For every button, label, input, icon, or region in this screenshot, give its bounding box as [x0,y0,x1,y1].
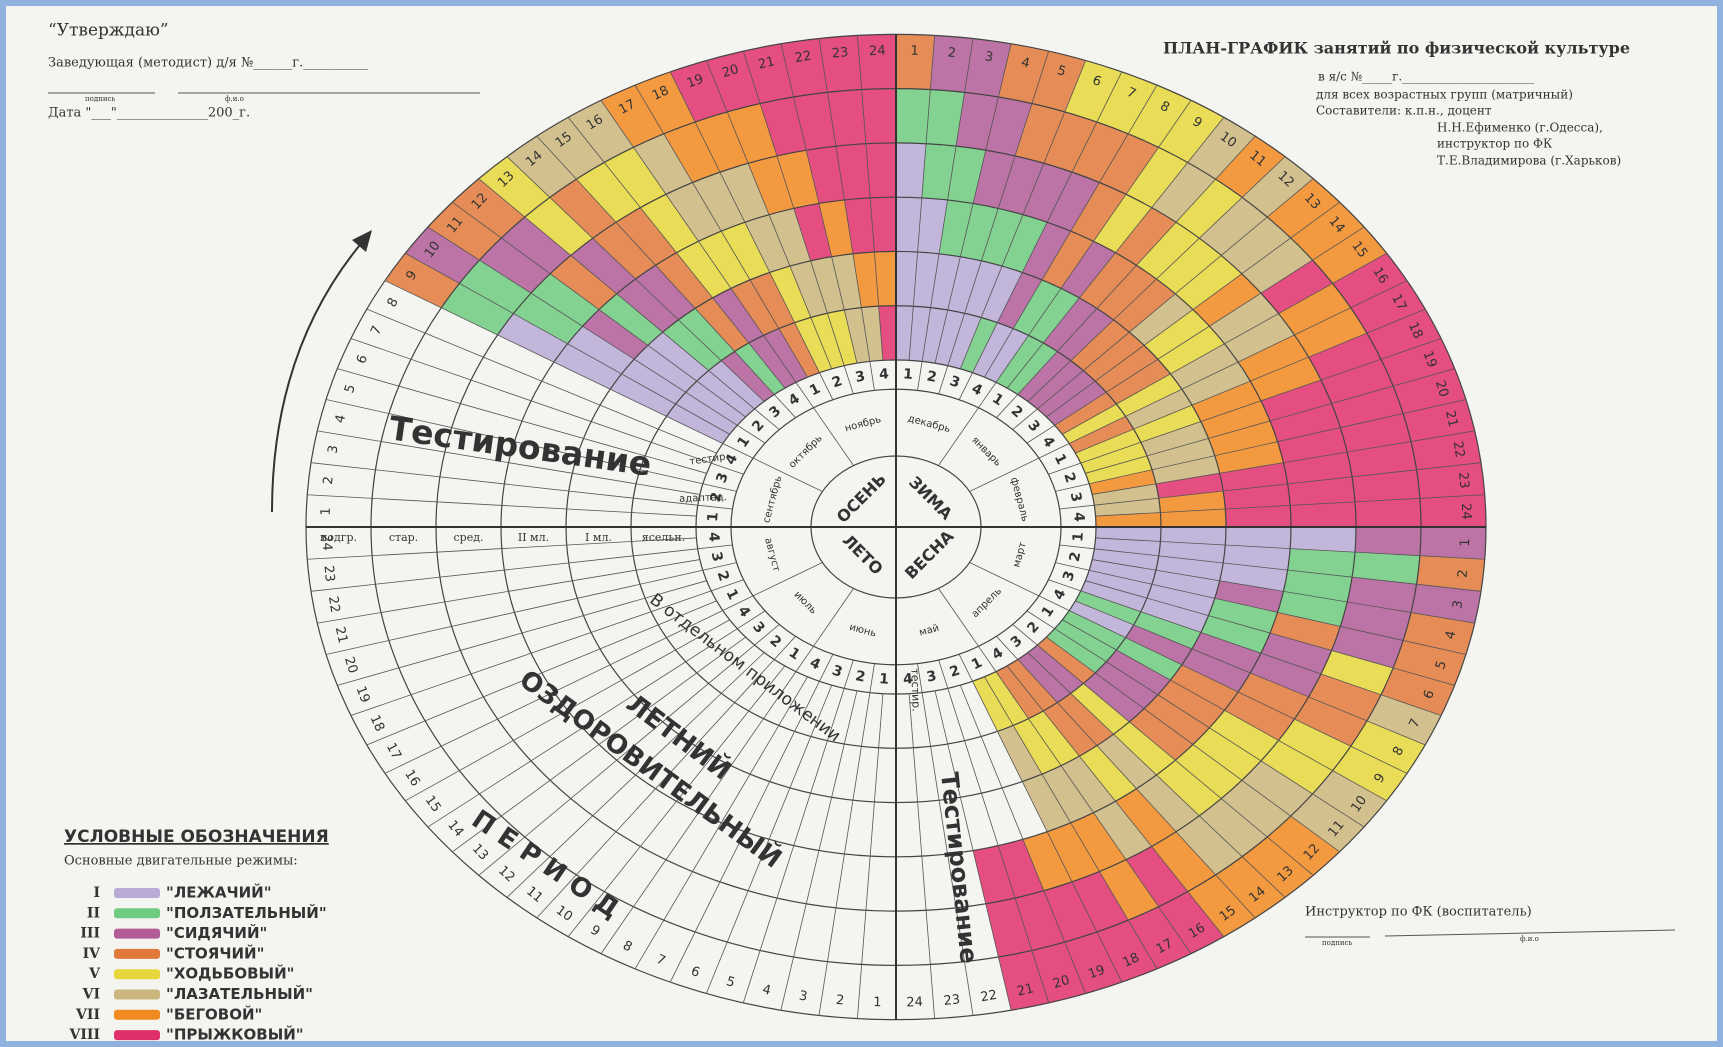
legend-subtitle: Основные двигательные режимы: [64,854,298,869]
approval-title: “Утверждаю” [48,21,169,41]
lesson-number: 22 [325,595,342,614]
lesson-number: 2 [947,45,957,61]
legend-numeral: VIII [68,1027,100,1043]
cell [1290,527,1356,552]
approval-date: Дата "___"______________200_г. [48,106,250,121]
group-label: стар. [389,531,418,544]
legend-label: "ПРЫЖКОВЫЙ" [166,1025,304,1044]
cell [896,143,926,198]
legend-label: "БЕГОВОЙ" [166,1004,262,1023]
lesson-number: 2 [321,475,337,485]
lesson-number: 1 [319,507,334,516]
cell [857,34,896,89]
legend-label: "СИДЯЧИЙ" [166,923,267,942]
lesson-number: 1 [910,44,919,59]
cell [1355,527,1421,556]
group-label: II мл. [518,531,549,544]
lesson-number: 22 [1450,440,1467,459]
cell [896,34,935,89]
week-number: 1 [705,512,722,523]
header-authors: Составители: к.п.н., доцент [1316,104,1492,118]
header-author: Н.Н.Ефименко (г.Одесса), [1437,121,1603,135]
week-number: 1 [1070,532,1087,543]
lesson-number: 1 [1458,538,1473,547]
legend-numeral: IV [83,946,102,962]
document: “Утверждаю” Заведующая (методист) д/я №_… [0,0,1723,1047]
legend-label: "ПОЛЗАТЕЛЬНЫЙ" [166,903,327,922]
footer-signature: подпись [1322,939,1352,947]
page: “Утверждаю” Заведующая (методист) д/я №_… [0,0,1723,1047]
lesson-number: 24 [906,995,923,1011]
group-label: сред. [454,531,484,544]
legend-numeral: VI [82,987,100,1003]
legend-swatch [114,888,160,898]
week-number: 4 [705,532,722,543]
testing-note: тестир. [908,668,923,712]
autumn-note: адаптац. [679,492,727,505]
cell [1290,502,1356,527]
header-subtitle: для всех возрастных групп (матричный) [1316,88,1573,102]
legend-label: "ЛАЗАТЕЛЬНЫЙ" [166,984,313,1003]
lesson-number: 23 [320,565,337,583]
wheel: ЗИМАВЕСНАЛЕТООСЕНЬдекабрьянварьфевральма… [306,34,1486,1019]
cell [1420,527,1486,559]
legend-numeral: V [88,966,101,982]
cell [896,89,930,144]
legend-numeral: II [87,905,100,921]
legend-swatch [114,908,160,918]
group-label: ясельн. [642,531,685,544]
cell [1355,498,1421,527]
legend-swatch [114,990,160,1000]
lesson-number: 24 [869,44,886,60]
header-kindergarten: в я/с №_____г.______________________ [1318,70,1534,84]
group-label: I мл. [585,531,612,544]
week-number: 4 [1070,512,1087,523]
lesson-number: 23 [831,45,849,62]
legend-label: "ЛЕЖАЧИЙ" [166,883,272,902]
lesson-number: 22 [979,988,998,1005]
week-number: 4 [879,366,890,383]
lesson-number: 24 [1458,503,1474,520]
approval-head: Заведующая (методист) д/я №______г._____… [48,56,369,71]
legend-swatch [114,1010,160,1020]
legend-swatch [114,949,160,959]
legend-numeral: I [93,885,100,901]
legend-swatch [114,969,160,979]
approval-name: ф.и.о [225,95,244,103]
lesson-number: 1 [873,995,882,1010]
header-author: Т.Е.Владимирова (г.Харьков) [1437,154,1621,168]
header-author-role: инструктор по ФК [1437,137,1553,151]
lesson-number: 2 [1455,569,1471,579]
legend-numeral: III [80,926,100,942]
legend-label: "СТОЯЧИЙ" [166,943,264,962]
week-number: 1 [879,671,890,688]
instructor-label: Инструктор по ФК (воспитатель) [1305,905,1532,920]
lesson-number: 22 [794,49,813,66]
footer-name: ф.и.о [1520,935,1539,943]
legend-swatch [114,1030,160,1040]
group-label: подгр. [320,531,357,544]
header-title: ПЛАН-ГРАФИК занятий по физической культу… [1163,39,1630,58]
legend-numeral: VII [75,1007,100,1023]
legend-label: "ХОДЬБОВЫЙ" [166,964,294,983]
approval-signature: подпись [85,95,115,103]
legend-title: УСЛОВНЫЕ ОБОЗНАЧЕНИЯ [64,827,329,847]
lesson-number: 23 [1455,471,1472,489]
lesson-number: 2 [835,993,845,1009]
cell [862,89,896,144]
legend-swatch [114,929,160,939]
cell [1420,495,1486,527]
cell [866,143,896,198]
lesson-number: 23 [943,992,961,1009]
week-number: 1 [903,366,914,383]
